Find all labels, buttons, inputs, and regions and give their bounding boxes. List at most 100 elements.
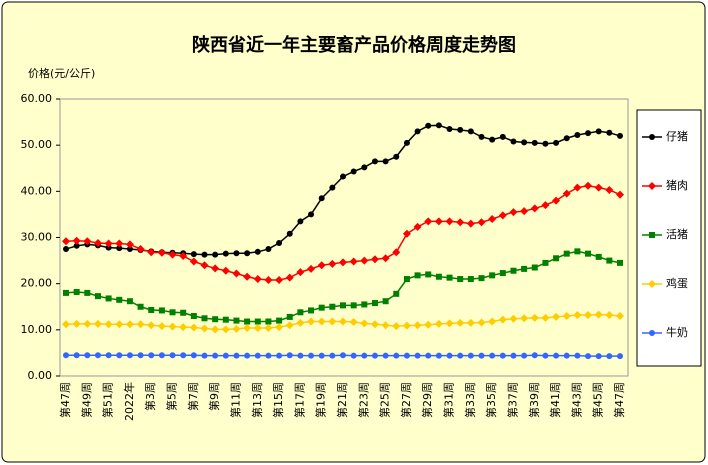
point	[499, 270, 506, 277]
point	[136, 320, 145, 329]
point	[553, 139, 560, 146]
point	[542, 140, 549, 147]
point	[445, 217, 454, 226]
point	[243, 272, 252, 281]
legend-label: 牛奶	[666, 325, 688, 339]
point	[200, 324, 209, 333]
point	[361, 301, 368, 308]
point	[585, 353, 592, 360]
point	[413, 222, 422, 231]
point	[457, 126, 464, 133]
point	[425, 352, 432, 359]
point	[318, 304, 325, 311]
y-tick-label: 10.00	[21, 323, 53, 336]
point	[563, 352, 570, 359]
point	[616, 311, 624, 320]
point	[477, 218, 486, 227]
point	[211, 264, 220, 273]
point	[435, 352, 442, 359]
point	[244, 352, 251, 359]
point	[232, 269, 241, 278]
x-tick-label: 第29周	[420, 382, 434, 418]
point	[73, 352, 80, 359]
point	[265, 352, 272, 359]
point	[649, 232, 655, 238]
point	[179, 251, 188, 260]
point	[382, 158, 389, 165]
point	[265, 318, 272, 325]
point	[116, 245, 123, 252]
point	[297, 218, 304, 225]
point	[510, 267, 517, 274]
point	[93, 319, 102, 328]
point	[498, 315, 507, 324]
x-tick-label: 第5周	[165, 382, 179, 411]
point	[370, 320, 379, 329]
point	[403, 276, 410, 283]
legend-label: 仔猪	[666, 130, 688, 143]
x-tick-label: 第13周	[250, 382, 264, 418]
point	[233, 317, 240, 324]
point	[189, 257, 198, 266]
point	[253, 323, 262, 332]
point	[147, 248, 156, 257]
point	[233, 352, 240, 359]
point	[466, 219, 475, 228]
point	[190, 312, 197, 319]
point	[254, 248, 261, 255]
point	[467, 276, 474, 283]
point	[308, 352, 315, 359]
y-tick-label: 30.00	[21, 231, 53, 244]
x-tick-label: 第25周	[378, 382, 392, 418]
point	[285, 321, 294, 330]
point	[424, 217, 433, 226]
y-tick-label: 50.00	[21, 138, 53, 151]
point	[478, 352, 485, 359]
point	[510, 138, 517, 145]
point	[446, 126, 453, 133]
legend-label: 鸡蛋	[666, 276, 688, 290]
point	[222, 316, 229, 323]
point	[648, 280, 656, 288]
point	[573, 183, 582, 192]
point	[520, 314, 529, 323]
point	[446, 274, 453, 281]
point	[94, 352, 101, 359]
point	[125, 320, 134, 329]
point	[530, 313, 539, 322]
point	[296, 318, 305, 327]
point	[425, 122, 432, 129]
point	[190, 352, 197, 359]
point	[276, 352, 283, 359]
point	[137, 303, 144, 310]
x-tick-label: 第19周	[314, 382, 328, 418]
point	[221, 325, 230, 334]
point	[168, 250, 177, 259]
point	[168, 322, 177, 331]
point	[233, 250, 240, 257]
point	[595, 128, 602, 135]
point	[136, 245, 145, 254]
point	[531, 139, 538, 146]
point	[179, 323, 188, 332]
point	[339, 258, 347, 267]
point	[158, 307, 165, 314]
point	[84, 289, 91, 296]
point	[93, 239, 102, 248]
point	[83, 237, 92, 246]
point	[349, 257, 358, 266]
point	[307, 264, 316, 273]
point	[307, 317, 316, 326]
point	[595, 353, 602, 360]
point	[329, 184, 336, 191]
point	[73, 242, 80, 249]
point	[520, 207, 529, 216]
point	[201, 352, 208, 359]
point	[478, 133, 485, 140]
point	[403, 352, 410, 359]
point	[606, 257, 613, 264]
point	[414, 128, 421, 135]
x-tick-label: 第45周	[591, 382, 605, 418]
point	[157, 248, 166, 257]
point	[393, 153, 400, 160]
